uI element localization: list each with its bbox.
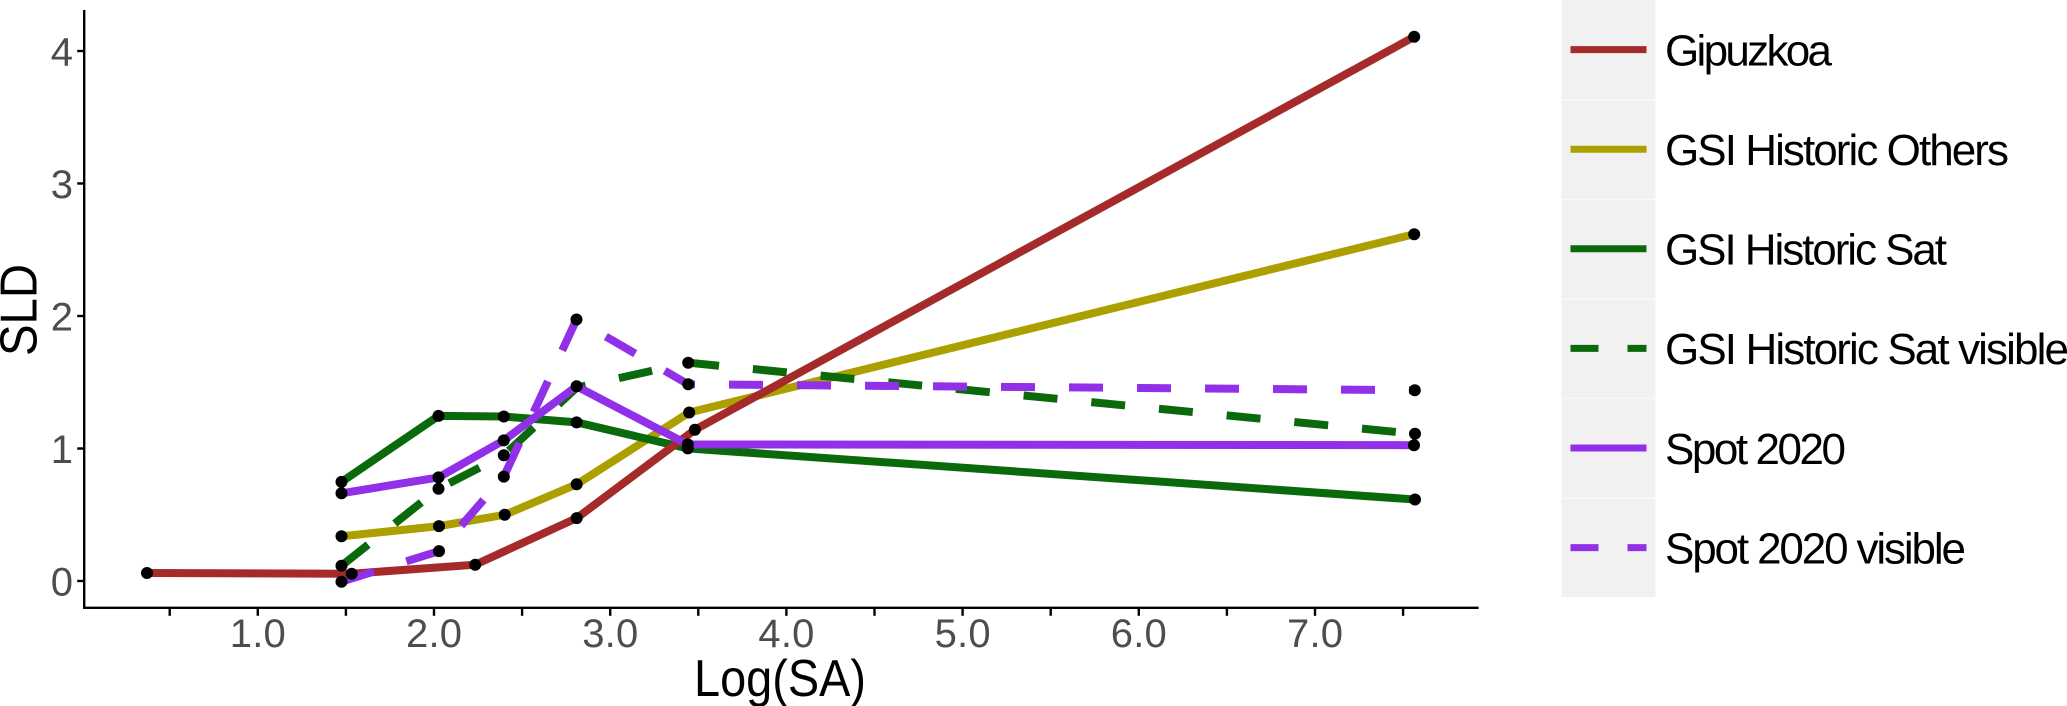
svg-text:GSI Historic Sat: GSI Historic Sat bbox=[1665, 226, 1947, 275]
svg-text:6.0: 6.0 bbox=[1111, 612, 1167, 656]
svg-text:Spot 2020 visible: Spot 2020 visible bbox=[1665, 524, 1966, 573]
svg-text:2: 2 bbox=[51, 296, 73, 340]
svg-text:Gipuzkoa: Gipuzkoa bbox=[1665, 26, 1833, 75]
svg-text:3: 3 bbox=[51, 163, 73, 207]
svg-text:1: 1 bbox=[51, 428, 73, 472]
svg-text:4: 4 bbox=[51, 31, 73, 75]
svg-text:3.0: 3.0 bbox=[582, 612, 638, 656]
svg-text:Log(SA): Log(SA) bbox=[694, 649, 866, 706]
svg-text:0: 0 bbox=[51, 561, 73, 605]
svg-text:GSI Historic Others: GSI Historic Others bbox=[1665, 126, 2009, 175]
svg-text:4.0: 4.0 bbox=[758, 612, 814, 656]
svg-text:Spot 2020: Spot 2020 bbox=[1665, 425, 1846, 474]
svg-text:2.0: 2.0 bbox=[406, 612, 462, 656]
svg-text:5.0: 5.0 bbox=[935, 612, 991, 656]
svg-text:1.0: 1.0 bbox=[230, 612, 286, 656]
svg-text:GSI Historic Sat visible: GSI Historic Sat visible bbox=[1665, 325, 2067, 374]
svg-text:7.0: 7.0 bbox=[1287, 612, 1343, 656]
svg-text:SLD: SLD bbox=[0, 264, 48, 356]
